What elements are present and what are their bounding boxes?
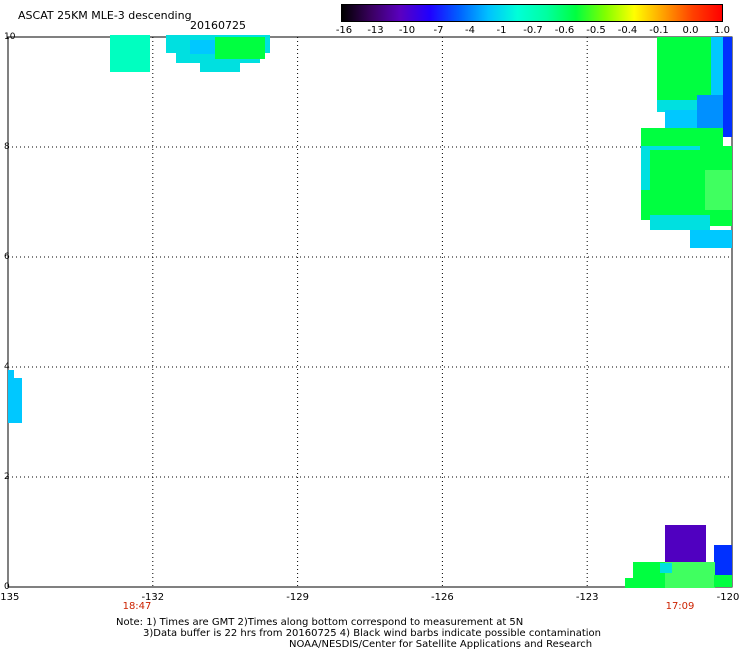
x-tick-label: -129 (286, 592, 309, 603)
data-cell (657, 37, 711, 100)
data-cell (723, 37, 732, 137)
data-cell (690, 230, 732, 248)
note-line-3: NOAA/NESDIS/Center for Satellite Applica… (289, 639, 593, 650)
y-tick-label: 0 (4, 582, 10, 592)
x-tick-label: -132 (141, 592, 165, 603)
data-cell (8, 378, 22, 423)
data-cell (625, 578, 645, 588)
note-line-2: 3)Data buffer is 22 hrs from 20160725 4)… (143, 628, 601, 639)
y-tick-label: 6 (4, 252, 10, 262)
colorbar-tick-label: -7 (433, 25, 444, 36)
data-cell (190, 40, 215, 54)
data-cell (650, 150, 700, 190)
data-cell (650, 215, 710, 230)
x-tick-label: -135 (0, 592, 20, 603)
data-cell (215, 37, 265, 59)
colorbar-tick-label: -0.1 (649, 25, 669, 36)
data-cell (705, 170, 732, 210)
data-cell (665, 525, 706, 563)
data-cell (714, 575, 732, 587)
data-cell (660, 563, 672, 573)
colorbar-tick-label: -1 (496, 25, 507, 36)
colorbar-tick-label: -0.4 (617, 25, 638, 36)
data-cell (665, 110, 707, 130)
y-tick-label: 2 (4, 472, 10, 482)
colorbar-tick-label: -10 (398, 25, 416, 36)
data-cell (714, 545, 732, 575)
data-cell (697, 95, 723, 130)
data-cell (711, 37, 723, 100)
colorbar-tick-label: 1.0 (714, 25, 730, 36)
chart-date: 20160725 (190, 19, 246, 32)
data-cell (657, 100, 707, 112)
note-line-1: Note: 1) Times are GMT 2)Times along bot… (116, 617, 524, 628)
y-tick-label: 8 (4, 142, 10, 152)
time-label-1: 18:47 (122, 601, 152, 612)
time-label-2: 17:09 (665, 601, 695, 612)
y-tick-label: 4 (4, 362, 10, 372)
x-tick-label: -120 (716, 592, 740, 603)
chart-title: ASCAT 25KM MLE-3 descending (18, 9, 192, 22)
y-tick-label: 10 (4, 32, 16, 42)
data-cell (200, 63, 240, 72)
colorbar-tick-label: -0.6 (554, 25, 575, 36)
colorbar-tick-label: -13 (367, 25, 384, 36)
colorbar-tick-label: -0.7 (523, 25, 543, 36)
colorbar-tick-label: -0.5 (586, 25, 606, 36)
data-cell (665, 562, 715, 588)
colorbar-tick-label: 0.0 (682, 25, 699, 36)
data-cell (8, 370, 14, 385)
x-tick-label: -126 (431, 592, 454, 603)
data-cell (110, 35, 150, 72)
colorbar-tick-label: -4 (465, 25, 475, 36)
colorbar-tick-label: -16 (335, 25, 353, 36)
data-cell (641, 128, 723, 146)
colorbar (341, 4, 723, 22)
plot-frame (7, 36, 733, 588)
x-tick-label: -123 (575, 592, 599, 603)
